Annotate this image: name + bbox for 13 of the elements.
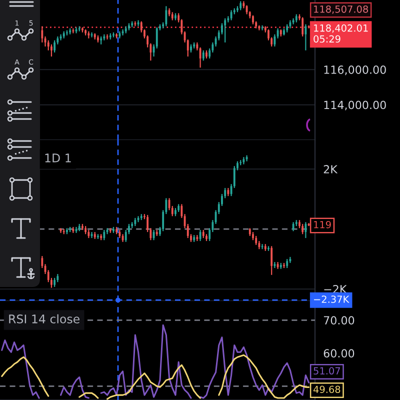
- data-label: 51.07: [314, 367, 340, 375]
- y-tick-label: 60.00: [324, 349, 354, 358]
- ref-line-label: 118,402.01 05:29: [314, 24, 368, 43]
- y-tick-label: 114,000.00: [324, 100, 386, 110]
- data-label: 49.68: [313, 386, 340, 394]
- ref-line-label: −2.37K: [314, 296, 350, 303]
- text: 1D 1: [45, 154, 71, 162]
- y-tick-label: 116,000.00: [324, 66, 386, 76]
- y-tick-label: 2K: [324, 165, 338, 174]
- annotation: 118,507.08: [314, 5, 368, 14]
- text: 119: [314, 220, 331, 228]
- y-tick-label: 70.00: [324, 316, 354, 325]
- text: RSI 14 close: [9, 314, 80, 324]
